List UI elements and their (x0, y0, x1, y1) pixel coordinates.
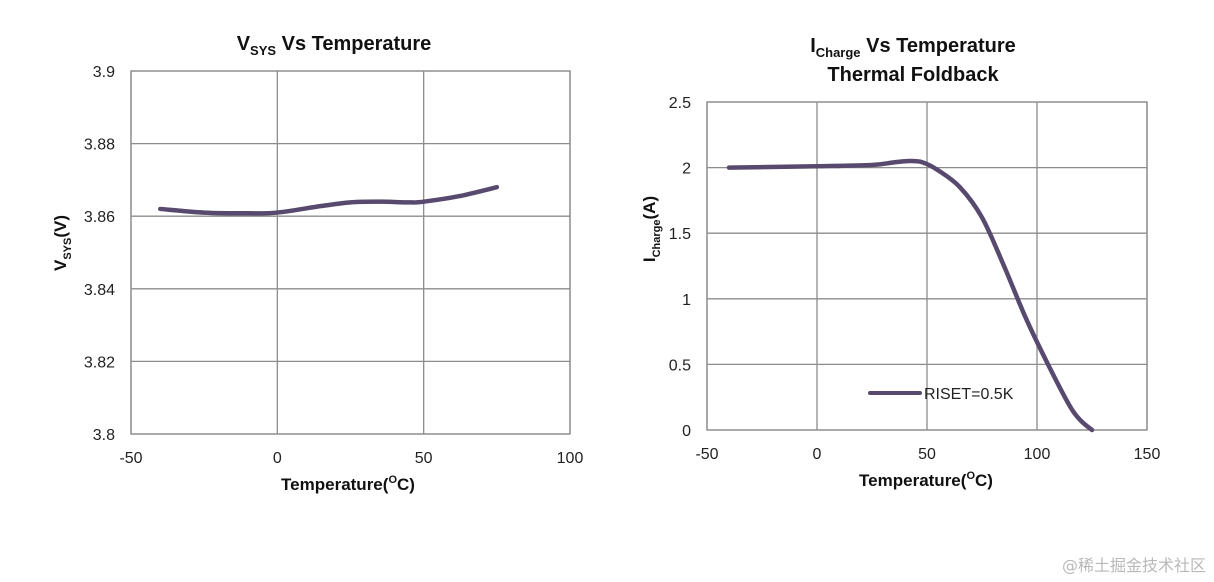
vsys-chart: VSYS Vs Temperature 3.83.823.843.863.883… (51, 33, 583, 494)
y-tick-label: 2.5 (669, 95, 691, 112)
x-tick-label: -50 (119, 450, 142, 467)
icharge-y-axis-label: ICharge(A) (640, 196, 663, 262)
icharge-chart: ICharge Vs Temperature Thermal Foldback … (640, 35, 1160, 490)
plot-area-frame (706, 101, 1148, 431)
x-tick-label: -50 (695, 446, 718, 463)
y-tick-label: 1.5 (669, 226, 691, 243)
icharge-y-ticks: 0 0.5 1 1.5 2 2.5 (669, 95, 691, 440)
x-tick-label: 150 (1134, 446, 1161, 463)
vsys-chart-title: VSYS Vs Temperature (237, 33, 432, 58)
y-tick-label: 2 (682, 161, 691, 178)
y-tick-label: 3.86 (84, 209, 115, 226)
vsys-grid (130, 70, 571, 435)
plot-area-frame (130, 70, 571, 435)
series-line (726, 158, 1095, 433)
y-tick-label: 1 (682, 292, 691, 309)
vsys-x-axis-label: Temperature(OC) (281, 474, 415, 494)
x-tick-label: 100 (1024, 446, 1051, 463)
y-tick-label: 3.8 (93, 427, 115, 444)
y-tick-label: 3.88 (84, 137, 115, 154)
x-tick-label: 50 (415, 450, 433, 467)
y-tick-label: 0 (682, 423, 691, 440)
icharge-grid (706, 101, 1148, 431)
vsys-x-ticks: -50 0 50 100 (119, 450, 583, 467)
y-tick-label: 0.5 (669, 357, 691, 374)
icharge-series (726, 158, 1095, 433)
icharge-x-ticks: -50 0 50 100 150 (695, 446, 1160, 463)
series-line (158, 184, 500, 216)
icharge-chart-subtitle: Thermal Foldback (827, 64, 999, 86)
icharge-legend: RISET=0.5K (868, 386, 1014, 403)
y-tick-label: 3.84 (84, 282, 115, 299)
x-tick-label: 100 (557, 450, 584, 467)
y-tick-label: 3.9 (93, 64, 115, 81)
vsys-y-axis-label: VSYS(V) (51, 215, 74, 271)
vsys-y-ticks: 3.8 3.82 3.84 3.86 3.88 3.9 (84, 64, 115, 444)
vsys-series (158, 184, 500, 216)
watermark: @稀土掘金技术社区 (1061, 556, 1206, 575)
icharge-x-axis-label: Temperature(OC) (859, 470, 993, 490)
x-tick-label: 0 (813, 446, 822, 463)
x-tick-label: 50 (918, 446, 936, 463)
icharge-chart-title: ICharge Vs Temperature (810, 35, 1016, 60)
legend-label: RISET=0.5K (924, 386, 1014, 403)
x-tick-label: 0 (273, 450, 282, 467)
y-tick-label: 3.82 (84, 354, 115, 371)
